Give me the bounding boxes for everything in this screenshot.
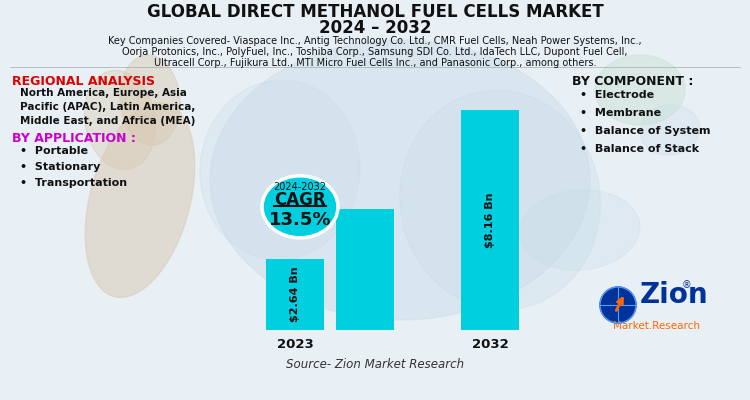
Text: BY APPLICATION :: BY APPLICATION :	[12, 132, 136, 145]
Text: 13.5%: 13.5%	[268, 211, 332, 229]
Ellipse shape	[200, 80, 360, 260]
Text: Pacific (APAC), Latin America,: Pacific (APAC), Latin America,	[20, 102, 195, 112]
Text: Zion: Zion	[640, 281, 709, 309]
Ellipse shape	[85, 70, 155, 170]
Bar	[266, 259, 324, 330]
Bar	[461, 110, 519, 330]
Text: Key Companies Covered- Viaspace Inc., Antig Technology Co. Ltd., CMR Fuel Cells,: Key Companies Covered- Viaspace Inc., An…	[108, 36, 642, 46]
Text: Middle East, and Africa (MEA): Middle East, and Africa (MEA)	[20, 116, 195, 126]
Text: 2023: 2023	[277, 338, 314, 351]
Text: •  Balance of Stack: • Balance of Stack	[580, 144, 699, 154]
Text: •  Transportation: • Transportation	[20, 178, 127, 188]
Text: Source- Zion Market Research: Source- Zion Market Research	[286, 358, 464, 371]
Text: Oorja Protonics, Inc., PolyFuel, Inc., Toshiba Corp., Samsung SDI Co. Ltd., IdaT: Oorja Protonics, Inc., PolyFuel, Inc., T…	[122, 47, 628, 57]
Text: •  Stationary: • Stationary	[20, 162, 101, 172]
Text: North America, Europe, Asia: North America, Europe, Asia	[20, 88, 187, 98]
Ellipse shape	[595, 55, 685, 125]
Bar	[336, 209, 394, 330]
Text: 2024 – 2032: 2024 – 2032	[319, 19, 431, 37]
Text: Market.Research: Market.Research	[613, 321, 700, 331]
Text: •  Portable: • Portable	[20, 146, 88, 156]
Text: 2024-2032: 2024-2032	[274, 182, 326, 192]
Circle shape	[600, 287, 636, 323]
Text: $8.16 Bn: $8.16 Bn	[485, 192, 495, 248]
Text: GLOBAL DIRECT METHANOL FUEL CELLS MARKET: GLOBAL DIRECT METHANOL FUEL CELLS MARKET	[147, 3, 603, 21]
Ellipse shape	[120, 55, 180, 145]
Text: ®: ®	[682, 280, 692, 290]
Text: $2.64 Bn: $2.64 Bn	[290, 266, 300, 322]
Text: BY COMPONENT :: BY COMPONENT :	[572, 75, 693, 88]
Text: CAGR: CAGR	[274, 191, 326, 209]
Ellipse shape	[210, 40, 590, 320]
Ellipse shape	[640, 105, 700, 155]
Text: REGIONAL ANALYSIS: REGIONAL ANALYSIS	[12, 75, 155, 88]
Text: •  Balance of System: • Balance of System	[580, 126, 710, 136]
Text: Ultracell Corp., Fujikura Ltd., MTI Micro Fuel Cells Inc., and Panasonic Corp., : Ultracell Corp., Fujikura Ltd., MTI Micr…	[154, 58, 596, 68]
Ellipse shape	[264, 178, 336, 236]
Ellipse shape	[520, 190, 640, 270]
Text: •  Electrode: • Electrode	[580, 90, 654, 100]
Ellipse shape	[400, 90, 600, 310]
Text: 2032: 2032	[472, 338, 509, 351]
Text: •  Membrane: • Membrane	[580, 108, 662, 118]
Ellipse shape	[86, 102, 195, 298]
